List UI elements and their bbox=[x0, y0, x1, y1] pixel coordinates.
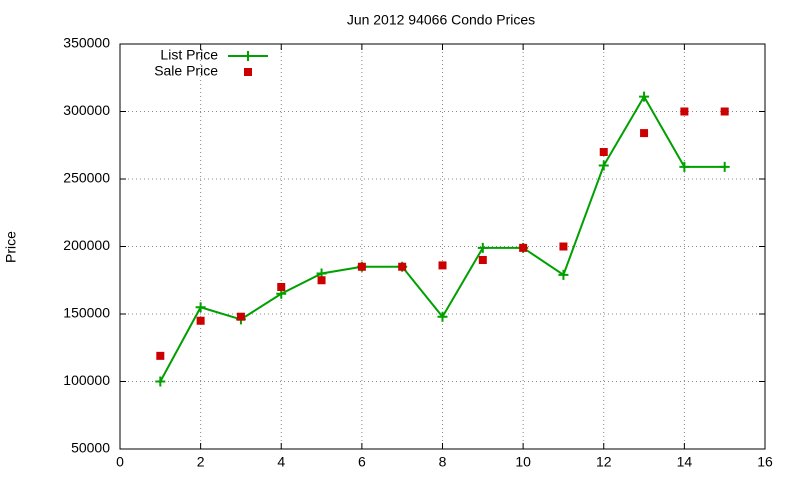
data-point bbox=[317, 276, 326, 285]
data-point bbox=[236, 312, 245, 321]
data-point bbox=[438, 261, 447, 270]
y-tick-label: 50000 bbox=[71, 440, 110, 456]
chart-title: Jun 2012 94066 Condo Prices bbox=[347, 12, 535, 28]
legend-marker bbox=[243, 51, 253, 61]
x-tick-label: 4 bbox=[277, 454, 285, 470]
data-point bbox=[559, 242, 568, 251]
data-point bbox=[558, 269, 569, 280]
data-point bbox=[277, 283, 286, 291]
data-point bbox=[719, 161, 730, 172]
data-point bbox=[599, 148, 608, 156]
x-tick-label: 6 bbox=[358, 454, 366, 470]
data-point bbox=[437, 311, 448, 322]
data-point bbox=[478, 256, 487, 264]
x-tick-label: 2 bbox=[197, 454, 205, 470]
data-line bbox=[159, 94, 725, 382]
data-point bbox=[519, 243, 528, 252]
data-point bbox=[398, 262, 407, 271]
y-tick-label: 350000 bbox=[63, 35, 110, 51]
y-tick-label: 250000 bbox=[63, 170, 110, 186]
x-tick-label: 16 bbox=[757, 454, 773, 470]
data-point bbox=[598, 160, 609, 171]
data-point bbox=[680, 107, 689, 116]
plot-border bbox=[119, 43, 766, 450]
y-tick-label: 100000 bbox=[63, 372, 110, 388]
x-tick-label: 0 bbox=[116, 454, 124, 470]
data-point bbox=[357, 262, 366, 271]
data-point bbox=[196, 316, 205, 325]
legend-label: List Price bbox=[160, 47, 218, 63]
y-tick-label: 300000 bbox=[63, 102, 110, 118]
data-point bbox=[679, 161, 690, 172]
x-tick-label: 8 bbox=[439, 454, 447, 470]
x-tick-label: 14 bbox=[677, 454, 693, 470]
y-tick-label: 150000 bbox=[63, 305, 110, 321]
data-point bbox=[477, 242, 488, 253]
x-tick-label: 10 bbox=[515, 454, 531, 470]
data-point bbox=[720, 107, 729, 116]
y-tick-label: 200000 bbox=[63, 237, 110, 253]
data-point bbox=[195, 302, 206, 313]
data-point bbox=[640, 129, 649, 138]
y-axis-label: Price bbox=[3, 231, 19, 263]
data-point bbox=[639, 91, 650, 102]
legend-marker bbox=[244, 68, 252, 76]
data-point bbox=[156, 351, 165, 360]
data-point bbox=[155, 376, 166, 387]
x-tick-label: 12 bbox=[596, 454, 612, 470]
legend-label: Sale Price bbox=[154, 63, 218, 79]
